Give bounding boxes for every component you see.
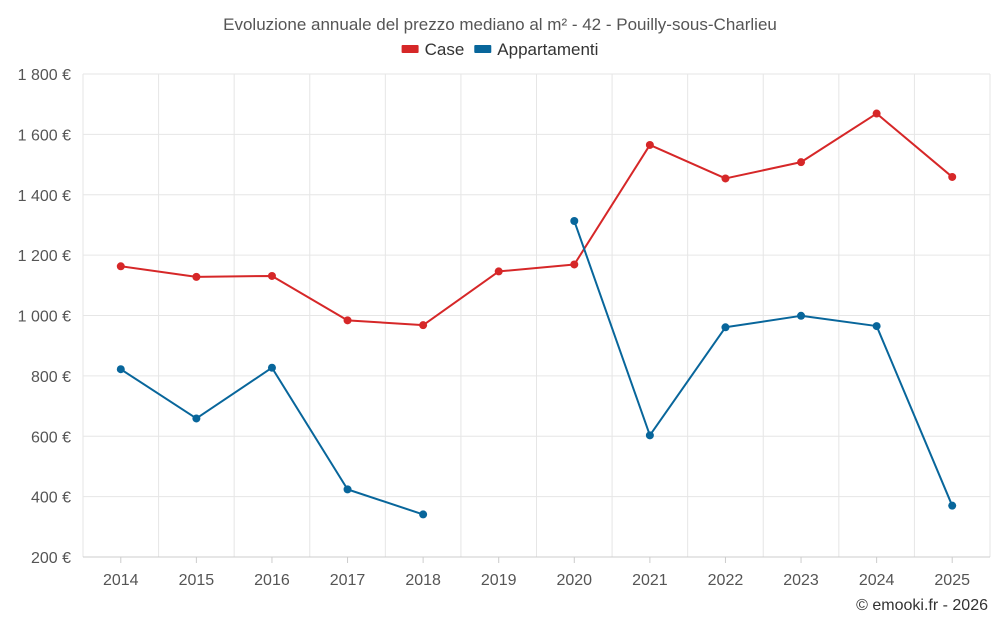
y-tick-label: 1 600 € xyxy=(18,127,71,144)
data-point-case xyxy=(494,267,503,276)
data-point-case xyxy=(645,140,654,149)
data-point-case xyxy=(721,174,730,183)
series-line-case xyxy=(120,112,953,327)
legend-label: Case xyxy=(425,40,465,59)
x-tick-label: 2017 xyxy=(330,572,366,589)
data-point-appartamenti xyxy=(116,365,125,374)
y-tick-label: 600 € xyxy=(31,429,71,446)
series-line-appartamenti xyxy=(120,366,424,516)
data-point-case xyxy=(116,262,125,271)
x-tick-label: 2023 xyxy=(783,572,819,589)
series-layer xyxy=(116,109,957,519)
x-tick-label: 2021 xyxy=(632,572,668,589)
data-point-appartamenti xyxy=(343,485,352,494)
legend: Case Appartamenti xyxy=(401,40,598,59)
data-point-case xyxy=(570,260,579,269)
x-tick-label: 2016 xyxy=(254,572,290,589)
data-point-appartamenti xyxy=(948,501,957,510)
legend-swatch xyxy=(401,45,419,53)
y-tick-label: 1 800 € xyxy=(18,67,71,84)
data-point-case xyxy=(872,109,881,118)
data-point-case xyxy=(343,316,352,325)
y-tick-label: 1 400 € xyxy=(18,188,71,205)
data-point-appartamenti xyxy=(570,217,579,226)
data-point-appartamenti xyxy=(872,322,881,331)
data-point-case xyxy=(797,158,806,167)
y-tick-label: 1 200 € xyxy=(18,248,71,265)
data-point-appartamenti xyxy=(721,323,730,332)
legend-swatch xyxy=(474,45,492,53)
x-tick-label: 2018 xyxy=(405,572,441,589)
data-point-case xyxy=(192,272,201,281)
data-point-appartamenti xyxy=(419,510,428,519)
data-point-case xyxy=(948,172,957,181)
x-axis: 2014 2015 2016 2017 2018 2019 2020 2021 2022 2023… xyxy=(83,556,990,589)
data-point-case xyxy=(419,321,428,330)
x-tick-label: 2019 xyxy=(481,572,517,589)
y-tick-label: 1 000 € xyxy=(18,309,71,326)
data-point-appartamenti xyxy=(645,431,654,440)
x-tick-label: 2024 xyxy=(859,572,895,589)
series-line-appartamenti xyxy=(573,220,954,507)
credit-text: © emooki.fr - 2026 xyxy=(856,597,988,614)
legend-item-appartamenti: Appartamenti xyxy=(474,40,598,59)
x-tick-label: 2014 xyxy=(103,572,139,589)
data-point-case xyxy=(267,271,276,280)
x-tick-label: 2015 xyxy=(179,572,215,589)
data-point-appartamenti xyxy=(797,311,806,320)
grid xyxy=(82,73,991,558)
legend-item-case: Case xyxy=(401,40,465,59)
y-tick-label: 200 € xyxy=(31,550,71,567)
x-tick-label: 2025 xyxy=(934,572,970,589)
legend-label: Appartamenti xyxy=(497,40,598,59)
x-tick-label: 2022 xyxy=(708,572,744,589)
data-point-appartamenti xyxy=(267,363,276,372)
data-point-appartamenti xyxy=(192,414,201,423)
y-tick-label: 800 € xyxy=(31,369,71,386)
y-tick-label: 400 € xyxy=(31,490,71,507)
chart-title: Evoluzione annuale del prezzo mediano al… xyxy=(223,15,777,34)
y-axis: 200 € 400 € 600 € 800 € 1 000 € 1 200 € 1 400 … xyxy=(18,67,71,567)
x-tick-label: 2020 xyxy=(556,572,592,589)
